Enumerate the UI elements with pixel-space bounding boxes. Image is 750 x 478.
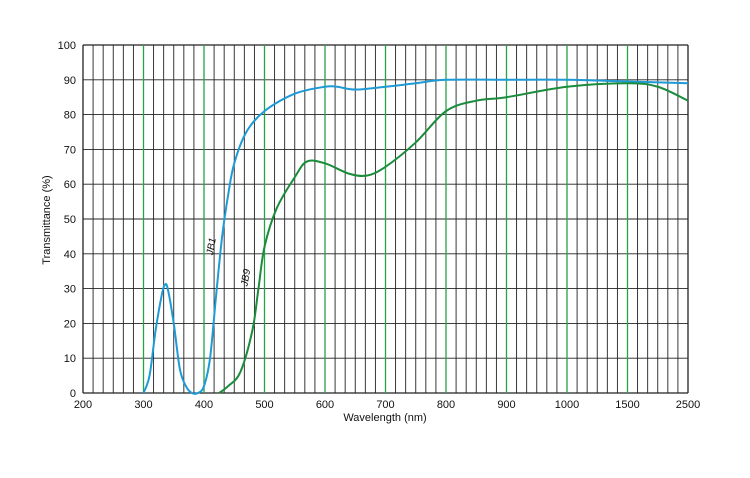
series-labels: JB1 JB9	[205, 237, 254, 288]
x-axis-label: Wavelength (nm)	[343, 412, 426, 424]
x-tick-label: 2500	[676, 399, 700, 411]
x-tick-label: 300	[134, 399, 152, 411]
y-tick-label: 50	[64, 214, 76, 226]
x-tick-label: 900	[497, 399, 515, 411]
series-label-jb9: JB9	[239, 268, 253, 288]
x-tick-labels: 200 300 400 500 600 700 800 900 1000 1500 2500	[74, 399, 700, 411]
series-line-jb9	[218, 82, 689, 394]
y-tick-label: 0	[70, 388, 76, 400]
y-tick-label: 90	[64, 75, 76, 87]
y-axis-label: Transmittance (%)	[41, 175, 53, 264]
x-tick-label: 1000	[555, 399, 579, 411]
y-tick-label: 100	[58, 40, 76, 52]
series-line-jb1	[142, 78, 689, 395]
x-tick-label: 1500	[615, 399, 639, 411]
y-tick-label: 20	[64, 318, 76, 330]
series-label-jb1: JB1	[205, 237, 219, 257]
y-tick-label: 40	[64, 249, 76, 261]
x-tick-label: 800	[437, 399, 455, 411]
y-tick-label: 80	[64, 110, 76, 122]
x-tick-label: 400	[195, 399, 213, 411]
series-lines	[142, 78, 689, 395]
x-tick-label: 600	[316, 399, 334, 411]
y-tick-label: 70	[64, 144, 76, 156]
x-tick-label: 700	[376, 399, 394, 411]
grid	[82, 44, 689, 394]
x-tick-label: 200	[74, 399, 92, 411]
x-tick-label: 500	[255, 399, 273, 411]
y-tick-label: 10	[64, 353, 76, 365]
y-tick-label: 30	[64, 284, 76, 296]
y-tick-label: 60	[64, 179, 76, 191]
